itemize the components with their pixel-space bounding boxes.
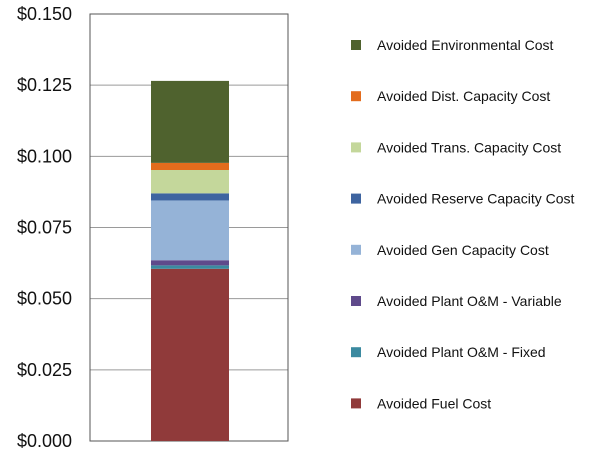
legend-swatch-4 [351,193,361,204]
y-tick-label-2: $0.050 [17,289,72,309]
legend-swatch-2 [351,296,361,306]
y-tick-label-3: $0.075 [17,218,72,238]
legend-label-5: Avoided Trans. Capacity Cost [377,139,561,155]
legend-swatch-3 [351,244,361,255]
legend-label-0: Avoided Fuel Cost [377,395,491,411]
bar-segment-1 [151,265,229,269]
bar-segment-6 [151,162,229,170]
legend-label-3: Avoided Gen Capacity Cost [377,242,549,258]
legend-swatch-0 [351,398,361,409]
legend-label-6: Avoided Dist. Capacity Cost [377,88,550,104]
legend-label-2: Avoided Plant O&M - Variable [377,293,562,309]
legend-label-4: Avoided Reserve Capacity Cost [377,191,575,207]
bar-segment-7 [151,80,229,163]
y-tick-label-5: $0.125 [17,75,72,95]
legend-swatch-1 [351,347,361,358]
bar-segment-0 [151,268,229,441]
legend-swatch-5 [351,142,361,153]
bar-segment-3 [151,200,229,261]
y-tick-label-0: $0.000 [17,431,72,451]
legend-label-1: Avoided Plant O&M - Fixed [377,344,546,360]
y-tick-label-6: $0.150 [17,4,72,24]
y-tick-label-1: $0.025 [17,360,72,380]
y-tick-label-4: $0.100 [17,146,72,166]
y-axis: $0.000 $0.025 $0.050 $0.075 $0.100 $0.125 $0.1… [17,4,289,451]
legend-label-7: Avoided Environmental Cost [377,37,554,53]
legend-swatch-6 [351,91,361,102]
legend: Avoided Environmental Cost Avoided Dist. … [351,37,575,411]
bar-segment-4 [151,193,229,201]
legend-swatch-7 [351,40,361,50]
bar-segment-5 [151,169,229,194]
bar-segment-2 [151,260,229,266]
bar-stack [151,80,229,441]
